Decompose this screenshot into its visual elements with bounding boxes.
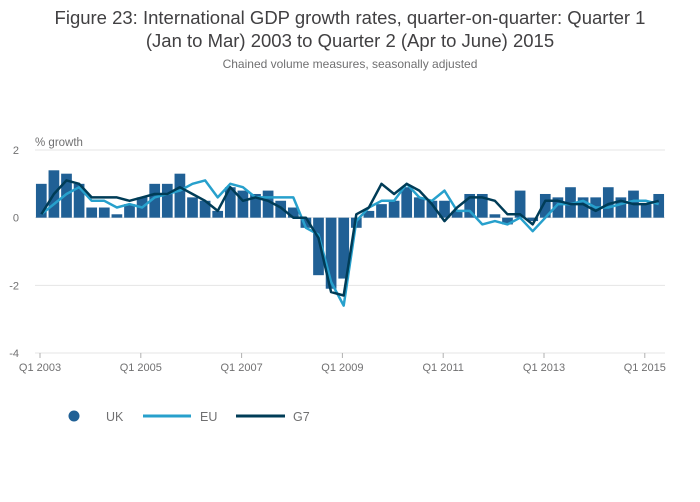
- y-tick-label: -2: [9, 280, 19, 292]
- x-tick-label: Q1 2005: [120, 362, 162, 374]
- bar-uk: [376, 204, 387, 218]
- bar-uk: [237, 190, 249, 218]
- bar-uk: [514, 190, 526, 218]
- bar-uk: [338, 217, 350, 279]
- x-tick-label: Q1 2011: [423, 362, 464, 374]
- bar-uk: [262, 190, 274, 218]
- x-tick-label: Q1 2013: [523, 362, 565, 374]
- bar-uk: [615, 197, 627, 218]
- bar-uk: [552, 197, 564, 218]
- bar-uk: [174, 173, 186, 218]
- bar-uk: [325, 217, 337, 289]
- bar-uk: [439, 200, 450, 218]
- x-tick-label: Q1 2009: [321, 362, 363, 374]
- bar-uk: [111, 214, 123, 218]
- chart-subtitle: Chained volume measures, seasonally adju…: [222, 57, 478, 71]
- bar-uk: [35, 183, 47, 218]
- bar-uk: [250, 193, 261, 218]
- bar-uk: [287, 207, 299, 218]
- bar-uk: [426, 200, 438, 218]
- chart-title-line2: (Jan to Mar) 2003 to Quarter 2 (Apr to J…: [145, 30, 555, 51]
- bar-uk: [401, 187, 413, 218]
- bar-uk: [199, 200, 211, 218]
- legend: UK EU G7: [68, 410, 310, 424]
- line-eu: [40, 179, 660, 307]
- bar-uk: [489, 214, 501, 218]
- series-lines: [40, 179, 660, 307]
- bar-uk: [476, 193, 488, 218]
- legend-uk-marker: [68, 410, 80, 422]
- legend-uk-label: UK: [106, 410, 124, 424]
- bar-uk: [577, 197, 589, 218]
- bar-uk: [300, 217, 312, 228]
- bar-uk: [653, 193, 665, 218]
- y-tick-label: 0: [13, 213, 19, 225]
- bar-uk: [86, 207, 98, 218]
- bar-uk: [98, 207, 110, 218]
- bar-uk: [640, 204, 652, 218]
- x-tick-label: Q1 2003: [19, 362, 61, 374]
- y-axis-ticks: -4 -2 0 2: [9, 145, 19, 360]
- bar-uk: [187, 197, 198, 218]
- bar-uk: [212, 210, 224, 218]
- legend-eu-label: EU: [200, 410, 217, 424]
- bar-uk: [313, 217, 324, 276]
- bar-uk: [224, 187, 236, 218]
- y-axis-label: % growth: [35, 137, 83, 149]
- bar-uk: [161, 183, 173, 218]
- y-tick-label: -4: [9, 348, 19, 360]
- x-tick-label: Q1 2015: [624, 362, 666, 374]
- bar-uk: [527, 217, 539, 222]
- bar-uk: [149, 183, 161, 218]
- bar-uk: [451, 210, 463, 218]
- bar-uk: [363, 210, 375, 218]
- bar-uk: [464, 193, 476, 218]
- bar-uk: [413, 197, 425, 218]
- bar-uk: [502, 217, 513, 225]
- y-tick-label: 2: [13, 145, 19, 157]
- uk-bars: [35, 170, 665, 289]
- bar-uk: [602, 187, 614, 218]
- bar-uk: [124, 204, 135, 218]
- legend-g7-label: G7: [293, 410, 310, 424]
- x-axis-ticks: Q1 2003 Q1 2005 Q1 2007 Q1 2009 Q1 2011 Q1 20…: [19, 353, 666, 374]
- bar-uk: [61, 173, 72, 218]
- bar-uk: [73, 183, 85, 218]
- bar-uk: [565, 187, 576, 218]
- bar-uk: [388, 200, 400, 218]
- line-g7: [40, 179, 660, 297]
- bar-uk: [539, 193, 551, 218]
- bar-uk: [275, 200, 287, 218]
- x-tick-label: Q1 2007: [220, 362, 262, 374]
- chart-title-line1: Figure 23: International GDP growth rate…: [54, 7, 646, 28]
- chart-title: Figure 23: International GDP growth rate…: [0, 6, 700, 52]
